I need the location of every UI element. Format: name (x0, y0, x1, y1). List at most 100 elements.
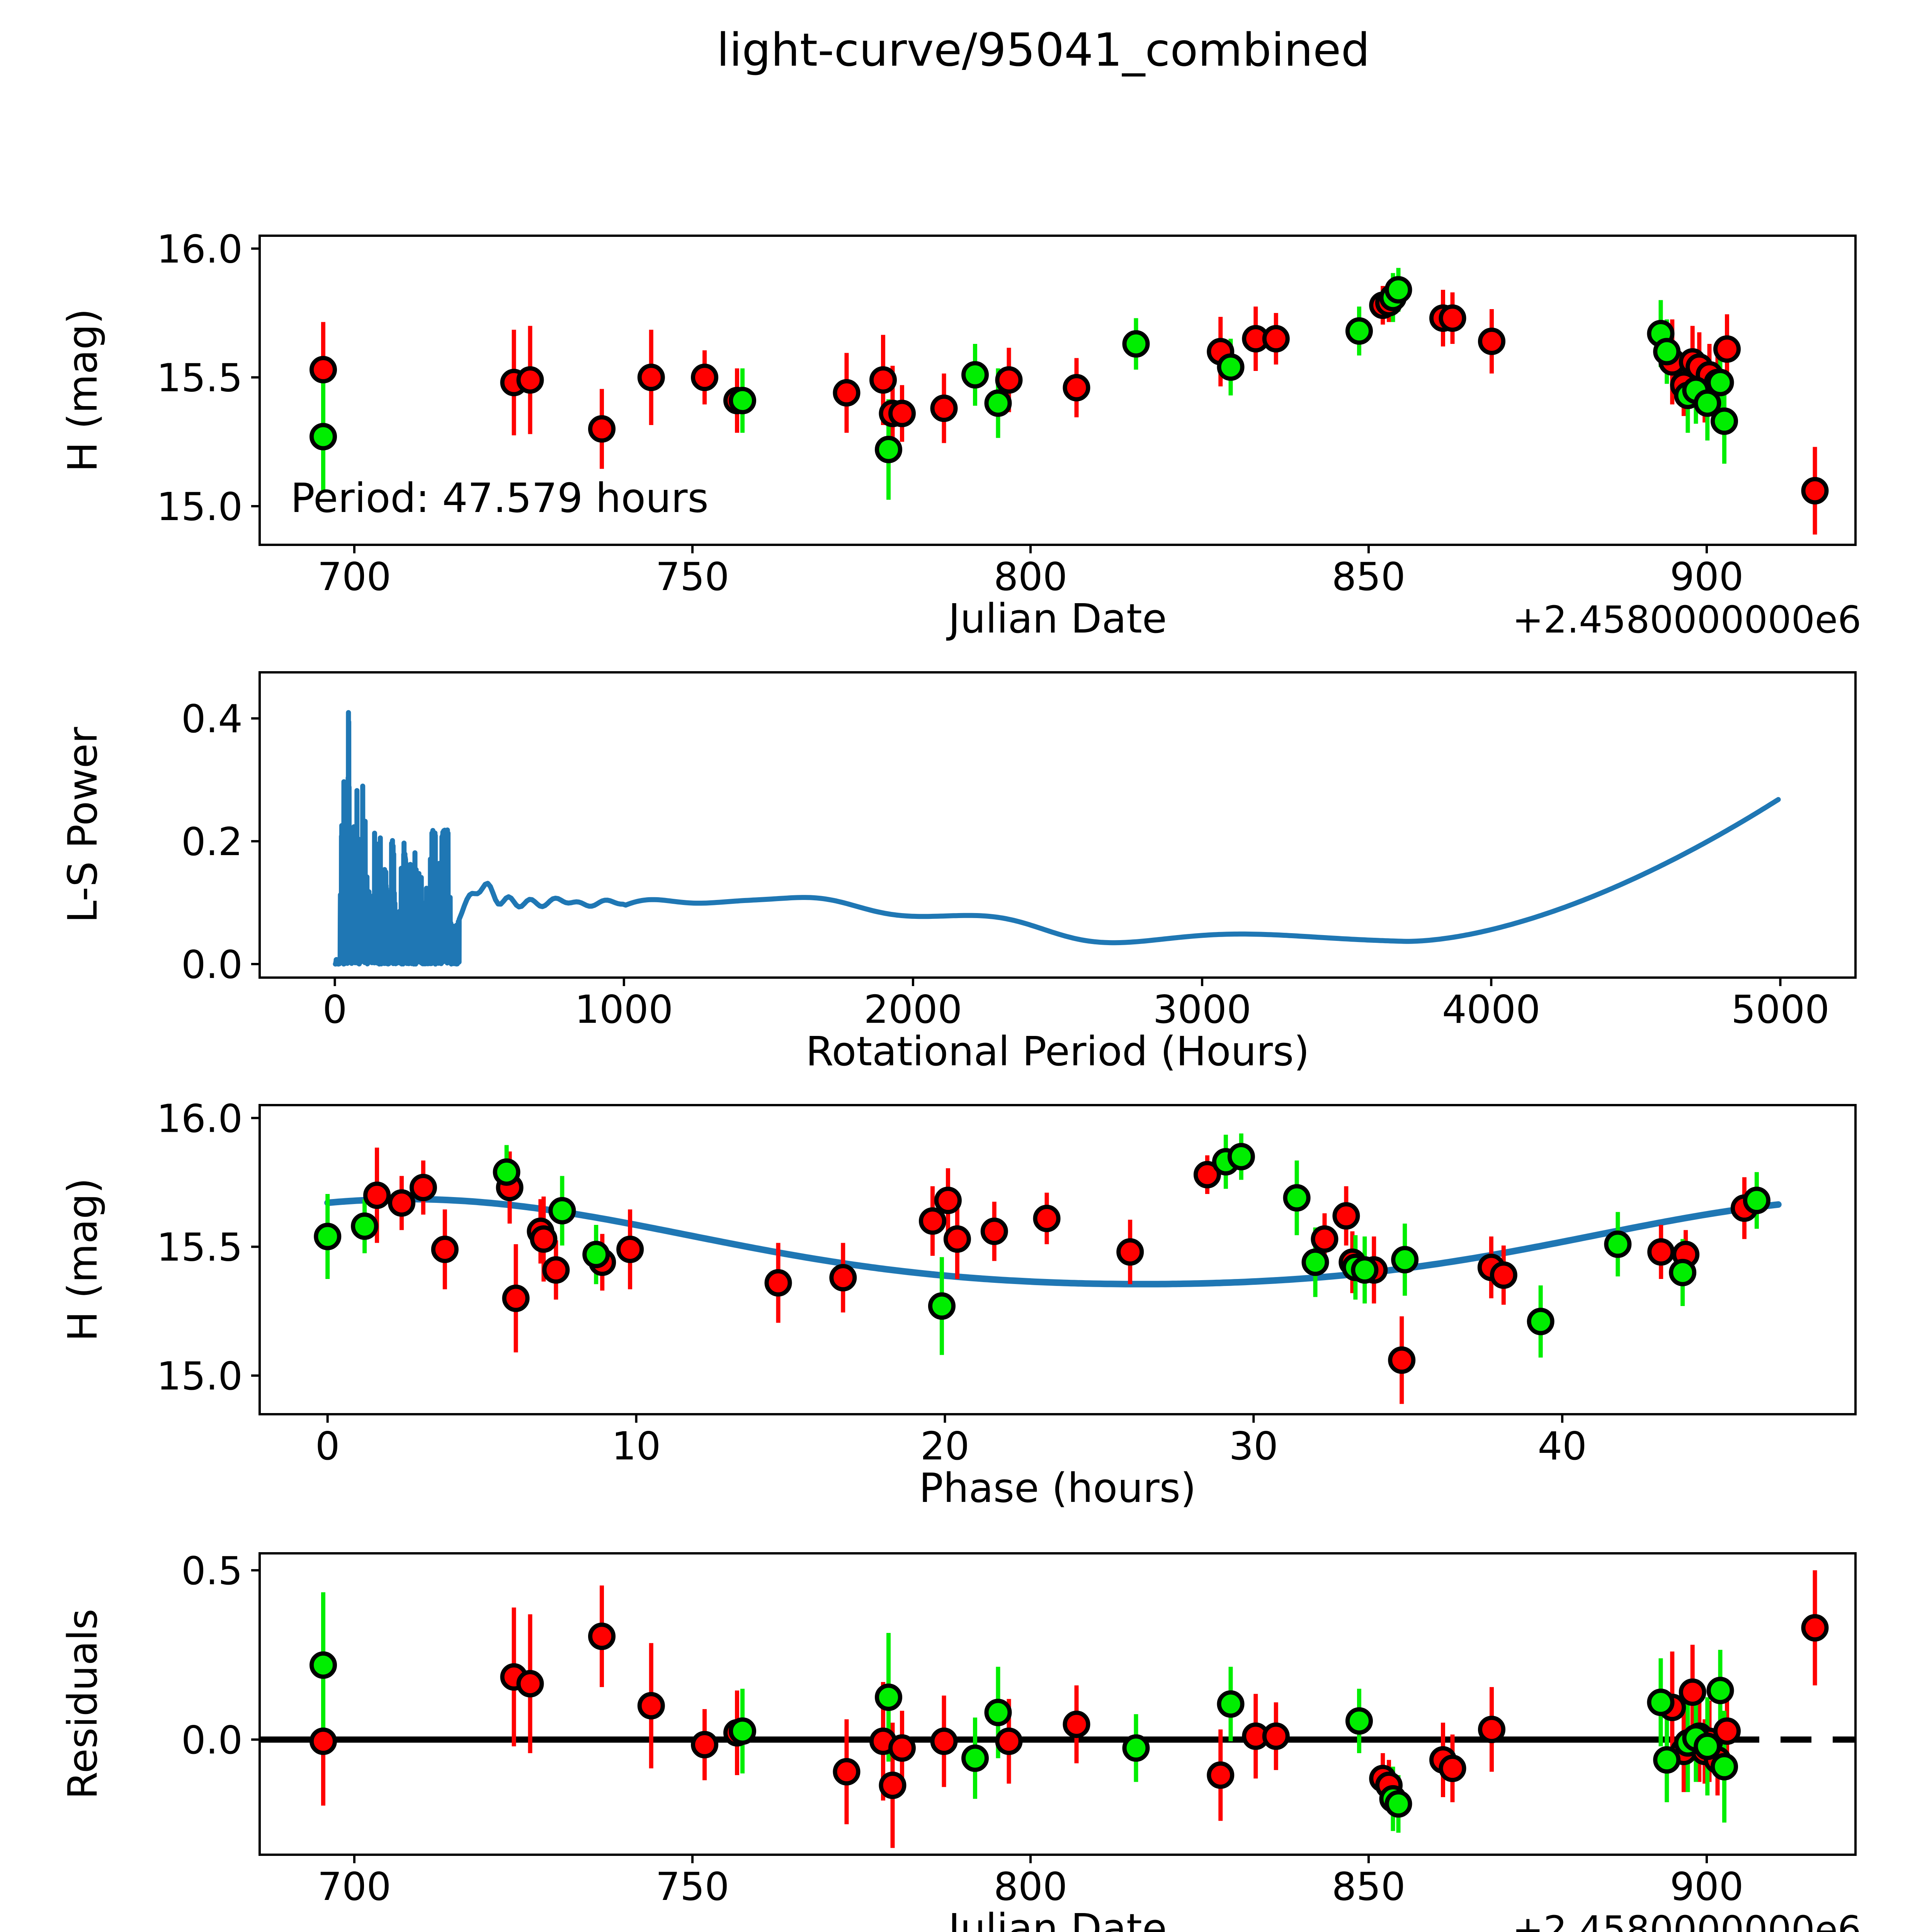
data-point (1122, 330, 1150, 358)
marker-group-green (314, 1143, 1770, 1335)
data-point (729, 387, 756, 415)
x-tick-label: 750 (656, 554, 730, 599)
figure-title: light-curve/95041_combined (716, 23, 1370, 77)
x-tick-label: 900 (1670, 554, 1744, 599)
data-point (930, 395, 958, 422)
data-point (542, 1256, 570, 1284)
data-point (548, 1197, 576, 1225)
x-tick-label: 850 (1332, 554, 1406, 599)
data-point (1653, 1746, 1681, 1774)
data-point (1706, 369, 1734, 396)
x-tick-label: 4000 (1442, 987, 1541, 1032)
data-point (1647, 1238, 1675, 1266)
x-tick-label: 10 (612, 1423, 661, 1469)
periodogram-line (333, 710, 1781, 967)
x-tick-label: 1000 (575, 987, 673, 1032)
data-point (493, 1158, 520, 1186)
data-point (637, 1692, 665, 1719)
data-point (1391, 1246, 1419, 1274)
lightcurve-svg: 700 750 800 850 900 16.0 15.5 15.0 Julian Date +2… (59, 226, 1861, 642)
axes-spine (259, 1552, 1857, 1856)
marker-group-red (363, 1161, 1758, 1374)
data-point (1193, 1161, 1221, 1189)
data-point (616, 1235, 644, 1263)
data-point (995, 366, 1023, 394)
data-point (888, 400, 916, 427)
data-point (1669, 1259, 1697, 1286)
x-axis-ticks: 700 750 800 850 900 (318, 1855, 1743, 1909)
y-tick-label: 15.0 (156, 1354, 243, 1399)
y-axis-ticks: 0.0 0.2 0.4 (181, 696, 260, 987)
data-point (1527, 1308, 1554, 1335)
residuals-svg: 700 750 800 850 900 0.5 0.0 Julian Date +2.45800… (59, 1548, 1861, 1932)
x-tick-label: 40 (1537, 1423, 1587, 1469)
data-point (351, 1212, 379, 1240)
y-tick-label: 15.5 (156, 355, 243, 401)
data-point (1063, 374, 1090, 401)
data-point (1227, 1143, 1255, 1170)
x-tick-label: 20 (920, 1423, 969, 1469)
phasefold-svg: 0 10 20 30 40 16.0 15.5 15.0 Phase (hours) H (mag… (59, 1096, 1857, 1512)
data-point (1713, 1717, 1741, 1745)
data-point (1116, 1238, 1144, 1266)
y-axis-label: H (mag) (59, 308, 106, 472)
axes-frame (259, 235, 1857, 546)
x-tick-label: 700 (318, 554, 391, 599)
errorbar-group-red (375, 1148, 1747, 1404)
panel-periodogram: 0 1000 2000 3000 4000 5000 0.0 0.2 0.4 Rotational… (0, 657, 1932, 1097)
x-tick-label: 750 (656, 1864, 730, 1909)
data-point (1063, 1711, 1090, 1738)
data-point (363, 1181, 391, 1209)
y-tick-label: 15.5 (156, 1225, 243, 1270)
data-point (691, 364, 718, 391)
data-point (1694, 1733, 1721, 1760)
data-point (1351, 1256, 1379, 1284)
axes-spine (259, 671, 1857, 979)
data-point (984, 389, 1012, 417)
data-point (310, 423, 337, 451)
data-point (875, 1683, 902, 1711)
x-offset-label: +2.4580000000e6 (1512, 1908, 1861, 1932)
x-tick-label: 800 (994, 554, 1068, 599)
data-point (1490, 1261, 1517, 1289)
x-axis-label: Rotational Period (Hours) (806, 1028, 1310, 1075)
data-point (1283, 1184, 1311, 1212)
y-tick-label: 0.0 (181, 1718, 243, 1763)
data-point (943, 1225, 971, 1253)
data-point (1033, 1204, 1061, 1232)
x-axis-ticks: 0 1000 2000 3000 4000 5000 (323, 978, 1830, 1032)
data-point (1262, 1722, 1290, 1750)
data-point (1801, 477, 1829, 505)
axes-frame (259, 1552, 1857, 1856)
data-point (764, 1269, 792, 1297)
y-axis-label: H (mag) (59, 1178, 106, 1341)
data-point (314, 1223, 342, 1250)
x-axis-ticks: 0 10 20 30 40 (315, 1414, 1587, 1469)
data-point (1711, 407, 1738, 435)
data-point (879, 1771, 906, 1799)
data-point (1262, 325, 1290, 353)
data-point (588, 1622, 616, 1650)
data-point (310, 356, 337, 384)
data-point (588, 415, 616, 443)
errorbar-group-green (321, 1592, 1726, 1833)
y-axis-ticks: 16.0 15.5 15.0 (156, 226, 260, 529)
y-axis-label: L-S Power (59, 727, 106, 923)
x-axis-label: Julian Date (946, 595, 1167, 642)
y-axis-label: Residuals (59, 1609, 106, 1799)
data-point (502, 1284, 530, 1312)
data-point (1679, 1678, 1706, 1706)
x-tick-label: 800 (994, 1864, 1068, 1909)
data-point (1694, 389, 1721, 417)
data-point (637, 364, 665, 391)
data-point (310, 1651, 337, 1679)
y-tick-label: 0.2 (181, 819, 243, 864)
data-point (984, 1699, 1012, 1726)
y-tick-label: 16.0 (156, 1096, 243, 1141)
data-point (582, 1241, 610, 1269)
data-point (1439, 304, 1466, 332)
data-point (1332, 1202, 1360, 1230)
x-tick-label: 3000 (1153, 987, 1252, 1032)
data-point (980, 1218, 1008, 1245)
data-point (691, 1731, 718, 1759)
